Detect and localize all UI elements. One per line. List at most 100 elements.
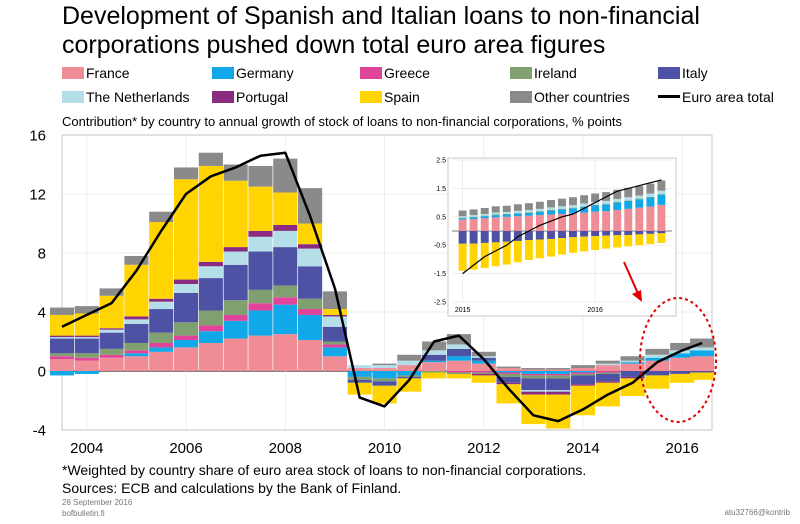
bar-segment xyxy=(469,215,478,217)
bar-segment xyxy=(535,211,544,212)
bar-segment xyxy=(558,208,566,210)
chart-title: Development of Spanish and Italian loans… xyxy=(62,2,700,59)
bar-segment xyxy=(513,213,522,217)
legend: France Germany Greece Ireland Italy The … xyxy=(62,64,792,108)
bar-segment xyxy=(645,360,670,371)
bar-segment xyxy=(535,215,544,231)
bar-segment xyxy=(372,371,397,379)
y-tick-label: -4 xyxy=(33,422,46,439)
bar-segment xyxy=(546,375,571,379)
bar-segment xyxy=(124,264,149,317)
x-tick-label: 2004 xyxy=(70,440,103,457)
bar-segment xyxy=(635,234,644,246)
legend-swatch xyxy=(62,91,84,103)
bar-segment xyxy=(595,373,620,382)
bar-segment xyxy=(521,373,546,376)
bar-segment xyxy=(422,360,447,363)
bar-segment xyxy=(546,373,571,376)
bar-segment xyxy=(124,323,149,343)
legend-item-other: Other countries xyxy=(510,88,630,106)
bar-segment xyxy=(149,222,174,299)
bar-segment xyxy=(569,237,577,253)
legend-item-germany: Germany xyxy=(212,64,294,82)
site: bofbulletin.fi xyxy=(62,509,105,518)
legend-swatch xyxy=(212,91,234,103)
bar-segment xyxy=(502,213,511,215)
bar-segment xyxy=(635,185,644,196)
bar-segment xyxy=(223,300,248,315)
bar-segment xyxy=(613,189,622,199)
bar-segment xyxy=(580,231,589,237)
legend-swatch xyxy=(658,67,680,79)
bar-segment xyxy=(657,231,666,234)
bar-segment xyxy=(347,379,372,383)
inset-y-axis: 2.5 1.5 0.5 -0.5 -1.5 -2.5 xyxy=(434,157,446,306)
bar-segment xyxy=(74,337,99,339)
bar-segment xyxy=(273,192,298,225)
bar-segment xyxy=(645,357,670,361)
bar-segment xyxy=(198,152,223,166)
bar-segment xyxy=(613,231,622,236)
bar-segment xyxy=(491,242,500,267)
bar-segment xyxy=(591,202,600,205)
x-tick-label: 2008 xyxy=(269,440,302,457)
bar-segment xyxy=(570,368,596,371)
y-tick-label: -1.5 xyxy=(434,271,446,278)
bar-segment xyxy=(49,314,75,336)
bar-segment xyxy=(124,255,149,265)
x-tick-label: 2010 xyxy=(368,440,401,457)
bar-segment xyxy=(480,213,489,216)
bar-segment xyxy=(458,243,467,271)
bar-segment xyxy=(491,212,500,215)
bar-segment xyxy=(273,247,298,286)
bar-segment xyxy=(580,236,589,252)
bar-segment xyxy=(620,363,645,371)
bar-segment xyxy=(49,337,75,339)
bar-segment xyxy=(173,279,199,284)
bar-segment xyxy=(595,363,620,366)
bar-segment xyxy=(173,340,199,348)
bar-segment xyxy=(580,206,589,213)
footnote: *Weighted by country share of euro area … xyxy=(62,462,587,478)
legend-swatch xyxy=(360,67,382,79)
bar-segment xyxy=(690,372,715,380)
bar-segment xyxy=(149,332,174,343)
bar-segment xyxy=(546,394,571,429)
bar-segment xyxy=(149,342,174,348)
bar-segment xyxy=(480,218,489,231)
bar-segment xyxy=(496,373,521,377)
bar-segment xyxy=(602,203,611,205)
plot-frame xyxy=(61,134,713,431)
legend-item-netherlands: The Netherlands xyxy=(62,88,190,106)
bar-segment xyxy=(570,373,596,376)
bar-segment xyxy=(149,298,174,302)
bar-segment xyxy=(458,216,467,218)
x-tick-label: 2016 xyxy=(587,307,603,314)
bar-segment xyxy=(602,235,611,249)
bar-segment xyxy=(99,288,124,296)
bar-segment xyxy=(471,351,496,357)
bar-segment xyxy=(248,165,273,187)
bar-segment xyxy=(635,231,644,235)
inset-bars xyxy=(458,180,666,271)
bar-segment xyxy=(198,325,223,332)
main-x-axis: 2004 2006 2008 2010 2012 2014 2016 xyxy=(70,440,699,457)
bar-segment xyxy=(524,212,533,213)
bar-segment xyxy=(570,375,596,385)
bar-segment xyxy=(248,303,273,311)
bar-segment xyxy=(446,356,472,361)
bar-segment xyxy=(372,368,397,371)
bar-segment xyxy=(580,206,589,207)
bar-segment xyxy=(99,329,124,333)
bar-segment xyxy=(446,372,472,374)
bar-segment xyxy=(646,233,655,245)
bar-segment xyxy=(624,200,633,201)
bar-segment xyxy=(322,347,347,357)
bar-segment xyxy=(99,332,124,349)
bar-segment xyxy=(580,195,589,204)
bar-segment xyxy=(635,207,644,231)
bar-segment xyxy=(502,205,511,212)
bar-segment xyxy=(99,354,124,358)
bar-segment xyxy=(471,372,496,374)
bar-segment xyxy=(298,340,323,371)
